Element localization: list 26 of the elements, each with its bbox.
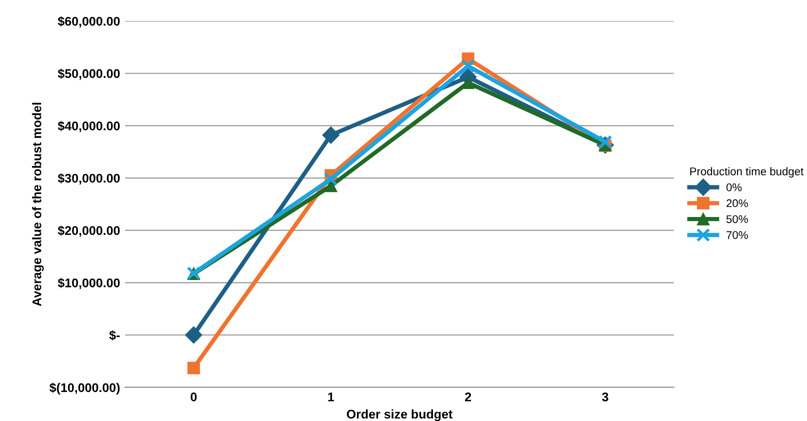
point [187,362,200,374]
point [324,172,338,186]
point [461,59,476,73]
point [462,76,474,90]
x-tick-label: 1 [328,392,334,402]
y-tick-label: $- [109,330,120,340]
legend-title: Production time budget [690,167,804,178]
x-tick-label: 0 [190,392,197,402]
y-tick-label: $40,000.00 [58,120,120,132]
x-tick-label: 3 [602,392,608,402]
x-tick-label: 2 [465,392,472,402]
y-tick-label: $(10,000.00) [50,382,120,395]
point [324,180,338,192]
y-tick-label: $50,000.00 [58,68,120,80]
x-axis-title: Order size budget [346,409,452,421]
legend-label: 20% [726,199,748,208]
legend-label: 50% [726,215,748,224]
y-tick-label: $60,000.00 [58,16,120,28]
y-tick-label: $20,000.00 [58,226,120,237]
y-tick-label: $30,000.00 [58,173,120,184]
y-axis-title: Average value of the robust model [32,102,44,306]
point [185,326,202,344]
point [322,126,340,144]
y-tick-label: $10,000.00 [58,278,120,290]
legend-label: 0% [726,183,742,192]
legend-label: 70% [726,231,748,239]
